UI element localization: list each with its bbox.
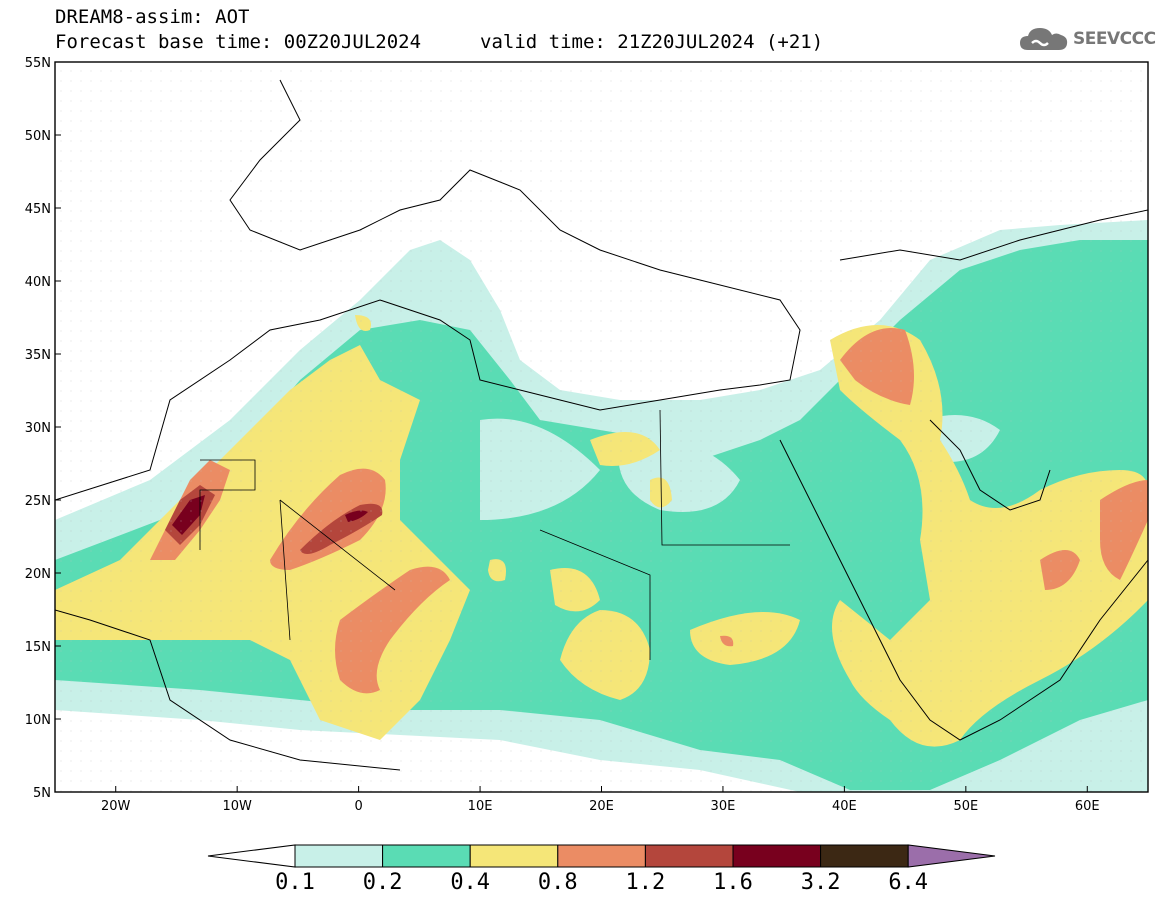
colorbar-level-label: 0.2 <box>362 870 403 895</box>
lon-tick-label: 50E <box>953 799 978 814</box>
colorbar-swatch <box>820 844 909 868</box>
colorbar-swatch <box>732 844 822 868</box>
colorbar-swatch <box>644 844 734 868</box>
latitude-axis: 5N 10N 15N 20N 25N 30N 35N 40N 45N 50N 55N <box>25 56 61 801</box>
colorbar-swatch <box>557 844 646 868</box>
logo-text: SEEVCCC <box>1073 29 1156 49</box>
lon-tick-label: 10E <box>468 799 493 814</box>
lon-tick-label: 10W <box>222 799 252 814</box>
aot-field <box>55 62 1148 792</box>
lat-tick-label: 50N <box>25 129 51 144</box>
colorbar-swatch <box>294 844 384 868</box>
colorbar-level-label: 6.4 <box>888 870 929 895</box>
lat-tick-label: 10N <box>25 713 51 728</box>
lat-tick-label: 55N <box>25 56 51 71</box>
seevccc-logo: SEEVCCC <box>1018 22 1156 56</box>
lat-tick-label: 20N <box>25 567 51 582</box>
cloud-icon <box>1020 28 1068 50</box>
colorbar-level-label: 1.6 <box>713 870 753 895</box>
colorbar-level-label: 0.1 <box>275 870 315 895</box>
colorbar-level-label: 3.2 <box>800 870 841 895</box>
colorbar-over-triangle <box>907 844 996 868</box>
lat-tick-label: 5N <box>33 786 51 801</box>
colorbar <box>207 844 996 868</box>
lon-tick-label: 20E <box>589 799 614 814</box>
forecast-base-time: Forecast base time: 00Z20JUL2024 <box>55 31 422 53</box>
lon-tick-label: 40E <box>832 799 857 814</box>
lat-tick-label: 35N <box>25 348 51 363</box>
coastline <box>55 79 801 501</box>
longitude-axis: 20W 10W 0 10E 20E 30E 40E 50E 60E <box>101 786 1100 814</box>
colorbar-level-label: 0.4 <box>450 870 491 895</box>
valid-time: valid time: 21Z20JUL2024 (+21) <box>480 31 824 53</box>
lon-tick-label: 60E <box>1075 799 1100 814</box>
colorbar-level-label: 0.8 <box>537 870 578 895</box>
colorbar-swatch <box>382 844 471 868</box>
lon-tick-label: 0 <box>354 799 362 814</box>
colorbar-level-label: 1.2 <box>625 870 666 895</box>
map-title: DREAM8-assim: AOT <box>55 6 250 28</box>
colorbar-under-triangle <box>207 844 296 868</box>
lat-tick-label: 40N <box>25 275 51 290</box>
lon-tick-label: 20W <box>101 799 131 814</box>
lat-tick-label: 45N <box>25 202 51 217</box>
lat-tick-label: 25N <box>25 494 51 509</box>
lon-tick-label: 30E <box>711 799 736 814</box>
lat-tick-label: 15N <box>25 640 51 655</box>
lat-tick-label: 30N <box>25 421 51 436</box>
colorbar-swatch <box>469 844 559 868</box>
